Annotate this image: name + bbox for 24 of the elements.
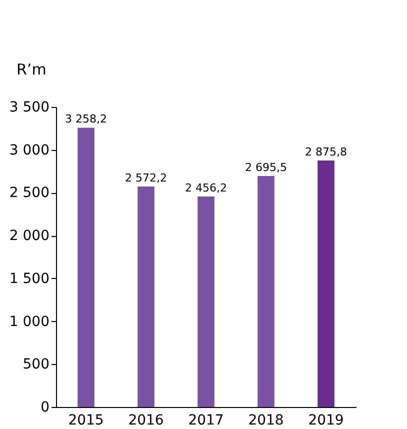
x-tick-label: 2015 [68,412,104,428]
y-tick-label: 1 500 [9,270,50,287]
y-tick-label: 1 000 [9,314,50,330]
y-tick-label: 500 [22,356,50,373]
y-tick-label: 2 000 [9,228,50,244]
x-tick-label: 2018 [248,412,284,428]
data-label: 3 258,2 [65,112,107,126]
x-tick-label: 2016 [128,412,164,428]
data-label: 2 875,8 [305,146,347,159]
data-label: 2 695,5 [245,160,287,174]
y-tick-label: 0 [40,400,50,416]
bar [138,186,154,407]
bar [318,160,334,407]
x-tick-label: 2017 [188,412,224,428]
y-tick-label: 2 500 [9,185,50,202]
data-label: 2 572,2 [125,172,167,185]
y-axis-title: R’m [16,60,46,78]
bar [198,196,214,407]
x-tick-label: 2019 [308,412,344,428]
y-tick-label: 3 000 [9,142,50,158]
data-label: 2 456,2 [185,181,227,194]
bar [258,176,274,407]
bar [78,128,94,407]
y-tick-label: 3 500 [9,100,50,116]
